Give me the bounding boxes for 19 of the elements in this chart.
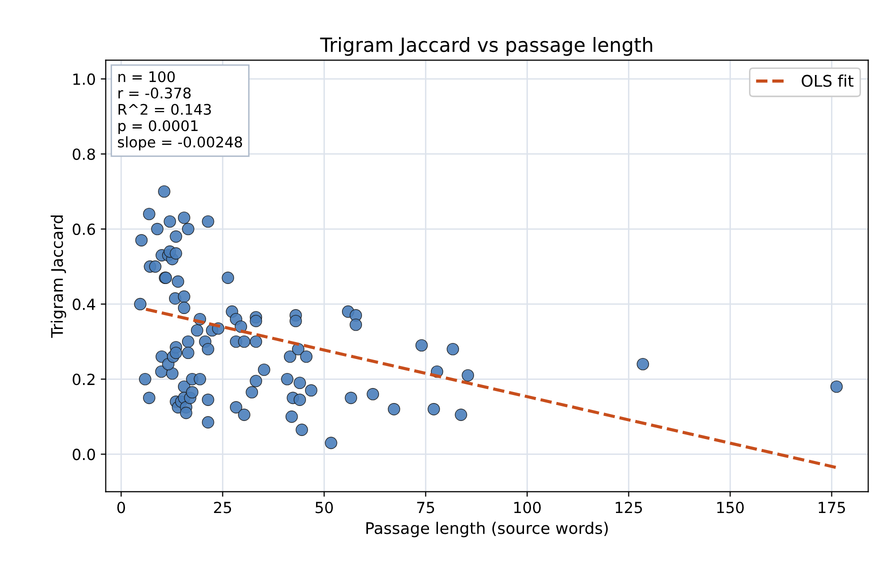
y-tick-label: 0.8 bbox=[72, 148, 95, 160]
x-tick-label: 75 bbox=[417, 502, 434, 514]
x-tick-label: 100 bbox=[514, 502, 541, 514]
legend-label: OLS fit bbox=[802, 74, 854, 87]
y-tick-label: 0.2 bbox=[72, 374, 94, 386]
x-tick-label: 50 bbox=[316, 502, 333, 514]
x-axis-title: Passage length (source words) bbox=[366, 522, 608, 538]
x-tick-label: 0 bbox=[117, 502, 125, 514]
y-tick-label: 0.0 bbox=[72, 448, 95, 460]
y-axis-title: Trigram Jaccard bbox=[50, 215, 66, 338]
y-tick-label: 0.4 bbox=[72, 298, 96, 310]
x-tick-label: 175 bbox=[818, 502, 845, 514]
chart-title: Trigram Jaccard vs passage length bbox=[320, 37, 652, 56]
x-tick-label: 150 bbox=[717, 502, 744, 514]
x-tick-label: 25 bbox=[214, 502, 232, 514]
y-tick-label: 0.6 bbox=[72, 223, 96, 236]
annotation: n = 100 r = -0.378 R^2 = 0.143 p = 0.0001 slope = -0.00248 bbox=[118, 71, 242, 150]
y-tick-label: 1.0 bbox=[73, 73, 95, 85]
x-tick-label: 125 bbox=[616, 502, 642, 514]
